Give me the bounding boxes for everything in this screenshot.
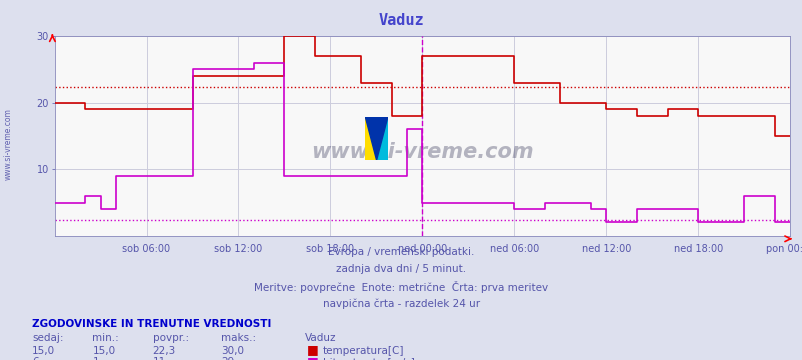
Text: sob 18:00: sob 18:00: [306, 244, 354, 254]
Text: temperatura[C]: temperatura[C]: [322, 346, 403, 356]
Text: sob 06:00: sob 06:00: [123, 244, 170, 254]
Polygon shape: [365, 117, 376, 160]
Text: ned 00:00: ned 00:00: [397, 244, 447, 254]
Text: ■: ■: [306, 355, 318, 360]
Text: ned 18:00: ned 18:00: [673, 244, 722, 254]
Text: ned 06:00: ned 06:00: [489, 244, 538, 254]
Text: navpična črta - razdelek 24 ur: navpična črta - razdelek 24 ur: [322, 298, 480, 309]
Polygon shape: [365, 117, 387, 160]
Text: ■: ■: [306, 343, 318, 356]
Text: Evropa / vremenski podatki.: Evropa / vremenski podatki.: [328, 247, 474, 257]
Text: Vaduz: Vaduz: [305, 333, 336, 343]
Text: sedaj:: sedaj:: [32, 333, 63, 343]
Polygon shape: [365, 117, 376, 160]
Text: ZGODOVINSKE IN TRENUTNE VREDNOSTI: ZGODOVINSKE IN TRENUTNE VREDNOSTI: [32, 319, 271, 329]
Text: min.:: min.:: [92, 333, 119, 343]
Text: maks.:: maks.:: [221, 333, 256, 343]
Text: Meritve: povprečne  Enote: metrične  Črta: prva meritev: Meritve: povprečne Enote: metrične Črta:…: [254, 281, 548, 293]
Polygon shape: [365, 117, 376, 160]
Text: Vaduz: Vaduz: [379, 13, 423, 28]
Text: 11: 11: [152, 357, 166, 360]
Text: 6: 6: [32, 357, 38, 360]
Text: zadnja dva dni / 5 minut.: zadnja dva dni / 5 minut.: [336, 264, 466, 274]
Text: hitrost vetra[m/s]: hitrost vetra[m/s]: [322, 357, 414, 360]
Text: pon 00:00: pon 00:00: [764, 244, 802, 254]
Polygon shape: [365, 117, 387, 160]
Text: www.si-vreme.com: www.si-vreme.com: [310, 142, 533, 162]
Polygon shape: [376, 117, 387, 160]
Text: 15,0: 15,0: [92, 346, 115, 356]
Text: 30,0: 30,0: [221, 346, 244, 356]
Text: www.si-vreme.com: www.si-vreme.com: [3, 108, 13, 180]
Text: 29: 29: [221, 357, 234, 360]
Text: 22,3: 22,3: [152, 346, 176, 356]
Text: 15,0: 15,0: [32, 346, 55, 356]
Text: sob 12:00: sob 12:00: [214, 244, 262, 254]
Text: 1: 1: [92, 357, 99, 360]
Text: povpr.:: povpr.:: [152, 333, 188, 343]
Text: ned 12:00: ned 12:00: [581, 244, 630, 254]
